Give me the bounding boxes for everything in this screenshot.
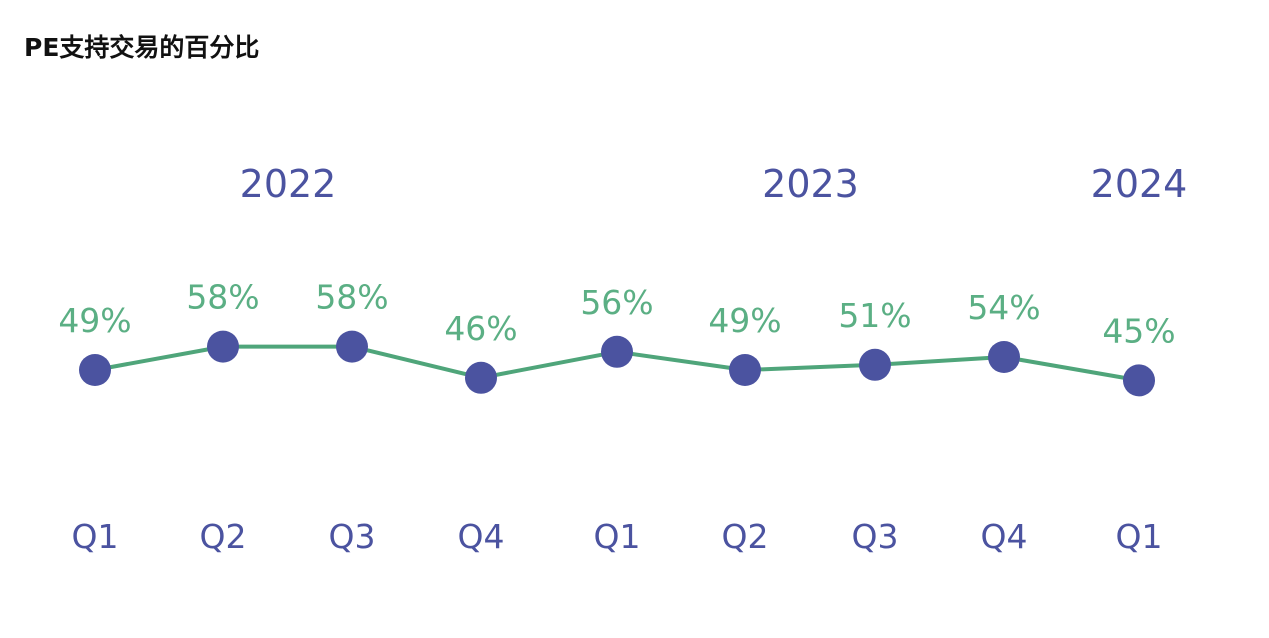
data-label: 46% xyxy=(444,309,517,348)
data-point-marker xyxy=(207,330,239,363)
year-label-2022: 2022 xyxy=(240,162,337,206)
x-tick-label: Q2 xyxy=(722,517,769,556)
value-labels: 49% 58% 58% 46% 56% 49% 51% 54% 45% xyxy=(58,278,1175,351)
year-label-2024: 2024 xyxy=(1091,162,1188,206)
marker-group xyxy=(79,330,1155,397)
data-point-marker xyxy=(336,330,368,363)
x-tick-label: Q3 xyxy=(329,517,376,556)
data-point-marker xyxy=(465,361,497,394)
data-label: 45% xyxy=(1102,311,1175,350)
x-tick-label: Q3 xyxy=(852,517,899,556)
data-point-marker xyxy=(729,354,761,386)
data-label: 51% xyxy=(838,296,911,335)
year-labels: 2022 2023 2024 xyxy=(240,162,1188,206)
data-label: 56% xyxy=(580,283,653,322)
data-label: 49% xyxy=(58,301,131,340)
x-tick-label: Q1 xyxy=(1116,517,1163,556)
data-point-marker xyxy=(1123,364,1155,397)
x-tick-label: Q4 xyxy=(458,517,505,556)
year-label-2023: 2023 xyxy=(762,162,859,206)
chart-title: PE支持交易的百分比 xyxy=(24,33,260,62)
x-tick-labels: Q1 Q2 Q3 Q4 Q1 Q2 Q3 Q4 Q1 xyxy=(72,517,1163,556)
data-point-marker xyxy=(988,341,1020,373)
data-point-marker xyxy=(601,335,633,368)
data-label: 49% xyxy=(708,301,781,340)
data-point-marker xyxy=(79,354,111,386)
data-point-marker xyxy=(859,348,891,381)
x-tick-label: Q1 xyxy=(594,517,641,556)
x-tick-label: Q2 xyxy=(200,517,247,556)
x-tick-label: Q1 xyxy=(72,517,119,556)
x-tick-label: Q4 xyxy=(981,517,1028,556)
data-label: 58% xyxy=(186,278,259,317)
data-label: 54% xyxy=(967,288,1040,327)
data-label: 58% xyxy=(315,278,388,317)
